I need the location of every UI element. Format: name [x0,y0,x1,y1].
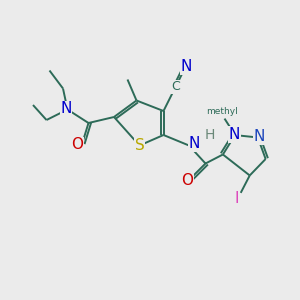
Text: N: N [254,129,265,144]
Text: O: O [71,137,83,152]
Text: S: S [135,138,144,153]
Text: N: N [180,59,192,74]
Text: C: C [171,80,180,94]
Text: N: N [189,136,200,152]
Text: N: N [229,127,240,142]
Text: methyl: methyl [207,107,238,116]
Text: N: N [60,101,72,116]
Text: H: H [204,128,214,142]
Text: O: O [181,173,193,188]
Text: I: I [235,191,239,206]
